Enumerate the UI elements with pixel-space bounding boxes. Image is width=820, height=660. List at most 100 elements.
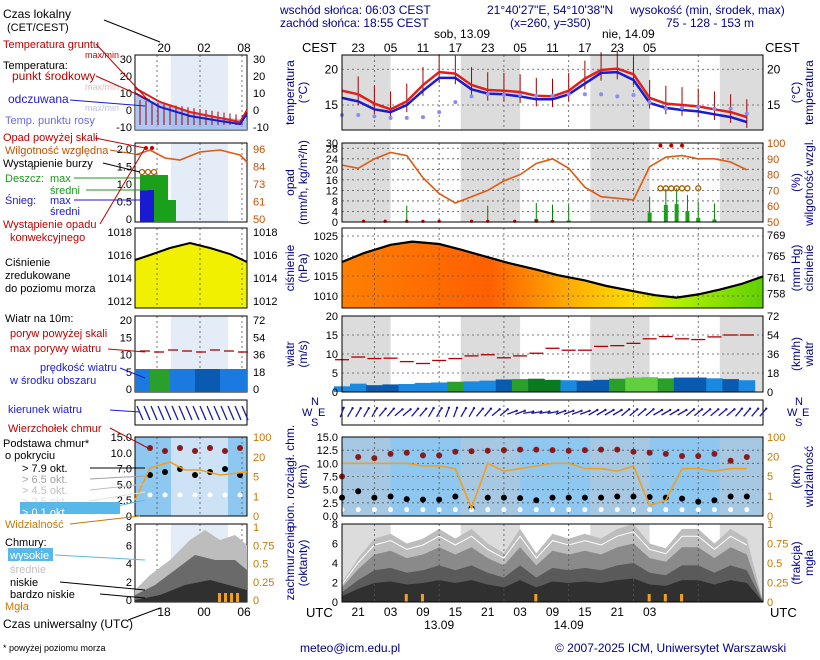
- small-wind-area: [150, 369, 170, 392]
- wind-tick: 5: [332, 368, 338, 380]
- wind-arrow: [571, 410, 582, 415]
- wind-speed-segment: [528, 378, 545, 392]
- wind-arrow: [710, 408, 719, 417]
- dew-point-dot: [372, 114, 377, 119]
- legend-humidity: Wilgotność względna: [5, 145, 109, 157]
- wind-speed-segment: [592, 379, 610, 392]
- small-utc-tick: 18: [157, 605, 171, 619]
- legend-wind-title: Wiatr na 10m:: [5, 313, 73, 325]
- small-windk-tick: 18: [253, 367, 265, 379]
- small-cloud-low-dot: [147, 492, 153, 498]
- wind-arrow: [734, 408, 743, 417]
- wind-arrow: [394, 408, 403, 417]
- wind-arrow: [621, 408, 630, 417]
- utc-date-1: 13.09: [424, 618, 454, 632]
- legend-rain-max: max: [50, 173, 71, 185]
- dew-point-dot: [404, 115, 409, 120]
- cloud-top-dot: [403, 449, 410, 456]
- wind-arrow: [588, 409, 598, 416]
- legend-clouds-title: Chmury:: [5, 537, 47, 549]
- cloud-total-line: [341, 531, 748, 585]
- small-precip-tick: 0: [126, 214, 132, 226]
- wind-panel: [341, 315, 764, 393]
- small-cloud-base-tick: 10.0: [111, 448, 132, 460]
- precip-tick: 0: [332, 217, 338, 229]
- small-cloud-base-dot: [147, 472, 153, 478]
- small-visibility-tick: 20: [253, 452, 265, 464]
- wind-tick: 0: [332, 387, 338, 399]
- small-storm-marker: [144, 168, 152, 176]
- precip-tick: 4: [332, 206, 338, 218]
- cloud-base-low-dot: [695, 507, 701, 513]
- legend-snow-max: max: [50, 195, 71, 207]
- cloud-top-dot: [662, 450, 669, 457]
- compass-letter: N: [311, 396, 319, 408]
- email-link[interactable]: meteo@icm.edu.pl: [300, 641, 401, 655]
- small-windk-tick: 36: [253, 350, 265, 362]
- small-wind-tick: 20: [120, 315, 132, 327]
- small-wind-arrow: [199, 405, 207, 421]
- precip-bar: [696, 217, 701, 222]
- compass-letter: E: [318, 407, 325, 419]
- legend-okt: > 0.1 okt.: [22, 507, 68, 519]
- dew-point-dot: [696, 105, 701, 110]
- precip-panel: [341, 142, 764, 223]
- cloud-top-dot: [517, 446, 524, 453]
- wind-axis-unit: (m/s): [296, 340, 310, 367]
- sunrise: wschód słońca: 06:03 CEST: [280, 3, 431, 17]
- dew-point-dot: [566, 92, 571, 97]
- cloud-base-dot: [403, 496, 410, 503]
- visibility-tick: 0: [767, 511, 773, 523]
- leader-line: [69, 515, 141, 525]
- leader-line: [102, 162, 141, 173]
- cloud-top-dot: [355, 454, 362, 461]
- cloud-base-low-dot: [420, 507, 426, 513]
- wind-arrow: [468, 407, 475, 418]
- local-hour-tick: 05: [513, 41, 527, 55]
- fog-tick: 0: [767, 597, 773, 609]
- humidity-tick: 50: [767, 217, 779, 229]
- utc-date-2: 14.09: [554, 618, 584, 632]
- small-fog-tick: 0.5: [253, 559, 268, 571]
- copyright: © 2007-2025 ICM, Uniwersytet Warszawski: [555, 641, 787, 655]
- cloud-top-dot: [646, 449, 653, 456]
- wind-arrow: [653, 409, 663, 416]
- small-cloud-base-tick: 2.5: [117, 495, 132, 507]
- cloud-base-low-dot: [436, 507, 442, 513]
- humidity-tick: 90: [767, 154, 779, 166]
- fog-bar: [404, 594, 408, 602]
- legend-cloud-base-2: o pokryciu: [5, 450, 55, 462]
- cloud-base-low-dot: [501, 507, 507, 513]
- wind-arrow: [507, 410, 517, 415]
- tz-local-right: CEST: [765, 40, 800, 55]
- footnote: * powyżej poziomu morza: [3, 643, 106, 653]
- wind-arrow: [702, 408, 711, 417]
- cloud-base-low-dot: [679, 507, 685, 513]
- cloud-base-low-dot: [371, 507, 377, 513]
- dew-point-dot: [599, 92, 604, 97]
- wind-arrow: [436, 407, 443, 418]
- small-pressure-tick: 1014: [108, 273, 132, 285]
- elevation-title: wysokość (min, środek, max): [630, 3, 785, 17]
- compass-letter-right: W: [787, 407, 798, 419]
- fog-bar: [534, 594, 538, 602]
- utc-hour-tick: 03: [384, 605, 398, 619]
- precip-bar: [647, 212, 652, 222]
- cloud-base-dot: [371, 494, 378, 501]
- cloud-base-low-dot: [630, 507, 636, 513]
- wind-arrow-head: [416, 407, 420, 410]
- legend-storm: Wystąpienie burzy: [3, 158, 93, 170]
- small-time-tick: 02: [197, 41, 211, 55]
- dew-point-dot: [712, 106, 717, 111]
- wind-arrow-head: [472, 406, 476, 410]
- cloud-top-dot: [614, 446, 621, 453]
- wind-arrow-head: [515, 409, 518, 412]
- humidity-line: [341, 151, 748, 204]
- night-band: [460, 143, 521, 222]
- wind-arrow: [499, 408, 509, 417]
- wind-arrow-head: [523, 409, 527, 412]
- cloud-base-dot: [500, 494, 507, 501]
- small-wind-arrow: [171, 405, 179, 421]
- leader-line: [119, 367, 146, 379]
